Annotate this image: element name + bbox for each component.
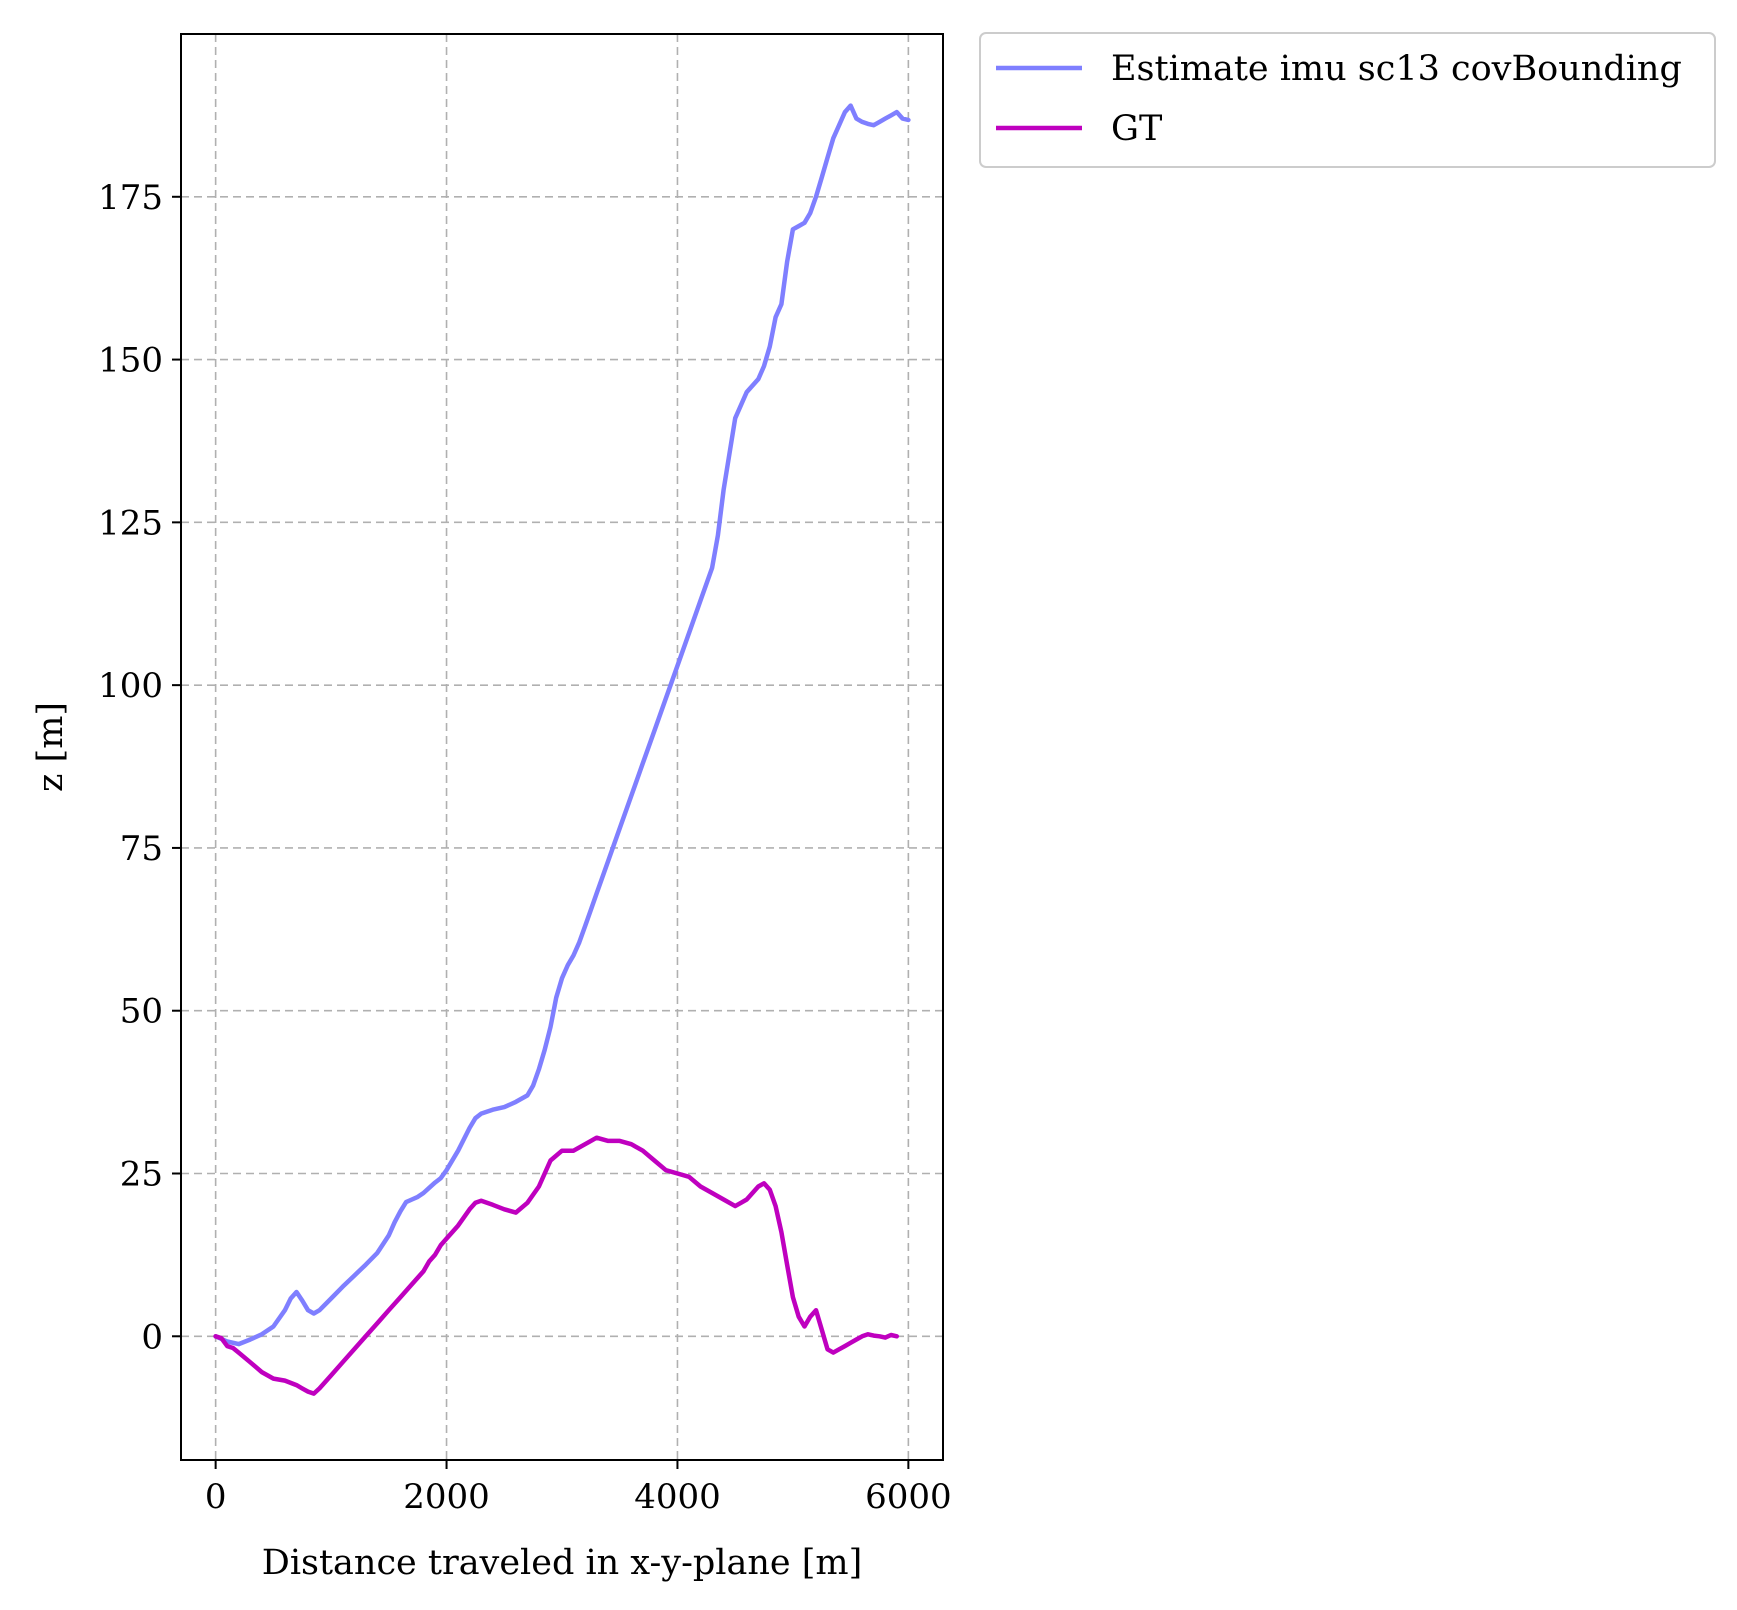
ticks: 0 2000 4000 6000 0 25 50 75 100 125 150 175 xyxy=(98,178,952,1517)
legend-label-gt: GT xyxy=(1111,109,1162,149)
x-tick-label: 6000 xyxy=(865,1477,952,1517)
y-axis-title: z [m] xyxy=(31,702,71,792)
y-tick-label: 125 xyxy=(98,503,163,543)
legend-box xyxy=(979,32,1716,168)
y-tick-label: 175 xyxy=(98,178,163,218)
series-line-gt xyxy=(213,1135,900,1396)
y-tick-label: 150 xyxy=(98,341,163,381)
y-tick-label: 100 xyxy=(98,666,163,706)
x-tick-label: 2000 xyxy=(403,1477,490,1517)
x-tick-label: 4000 xyxy=(634,1477,721,1517)
y-tick-label: 50 xyxy=(120,992,163,1032)
series-layer xyxy=(213,103,911,1396)
legend: Estimate imu sc13 covBounding GT xyxy=(979,32,1716,168)
y-tick-label: 25 xyxy=(120,1154,163,1194)
y-tick-label: 75 xyxy=(120,829,163,869)
plot-frame xyxy=(180,33,944,1461)
y-tick-label: 0 xyxy=(141,1317,163,1357)
legend-label-estimate: Estimate imu sc13 covBounding xyxy=(1111,49,1682,89)
x-axis-title: Distance traveled in x-y-plane [m] xyxy=(262,1543,862,1583)
series-line-estimate xyxy=(213,103,911,1347)
x-tick-label: 0 xyxy=(205,1477,227,1517)
grid xyxy=(181,34,943,1460)
